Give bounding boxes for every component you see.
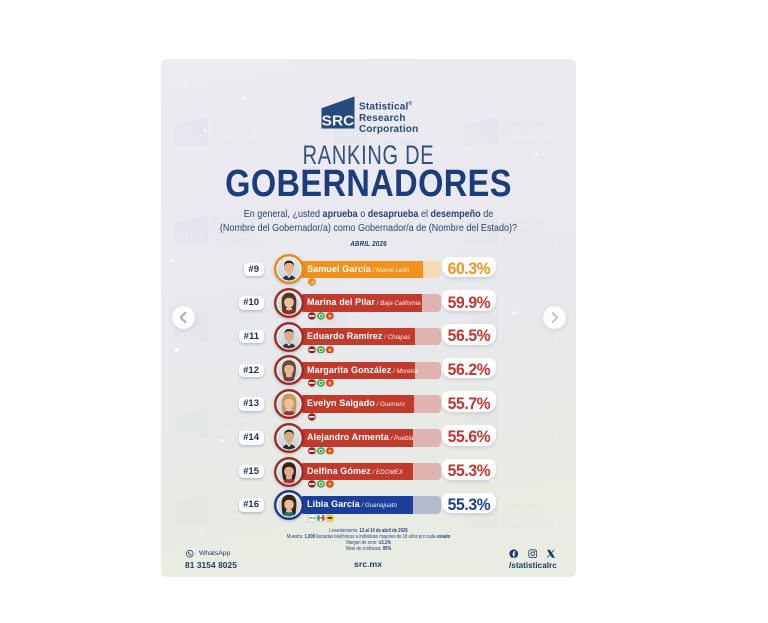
svg-text:Statistical: Statistical (502, 314, 545, 324)
svg-text:Research: Research (212, 420, 253, 430)
svg-text:Research: Research (502, 511, 543, 521)
svg-text:PAN: PAN (309, 516, 315, 520)
svg-text:Statistical: Statistical (351, 314, 394, 324)
svg-text:Corporation: Corporation (212, 516, 264, 526)
svg-text:Research: Research (212, 128, 253, 138)
svg-text:SRC: SRC (322, 113, 355, 129)
svg-text:Corporation: Corporation (502, 429, 554, 439)
svg-text:Statistical: Statistical (502, 118, 545, 128)
svg-text:Statistical: Statistical (212, 314, 255, 324)
svg-text:Research: Research (502, 324, 543, 334)
svg-text:Statistical: Statistical (502, 501, 545, 511)
svg-text:SRC: SRC (176, 422, 204, 437)
svg-text:Statistical: Statistical (212, 410, 255, 420)
svg-text:Statistical: Statistical (212, 118, 255, 128)
svg-text:Statistical: Statistical (502, 409, 545, 419)
svg-text:Corporation: Corporation (502, 334, 554, 344)
svg-text:Research: Research (502, 128, 543, 138)
svg-text:Research: Research (502, 419, 543, 429)
svg-text:PRI: PRI (319, 517, 323, 520)
svg-text:SRC: SRC (176, 130, 204, 145)
svg-text:SRC: SRC (176, 508, 204, 523)
